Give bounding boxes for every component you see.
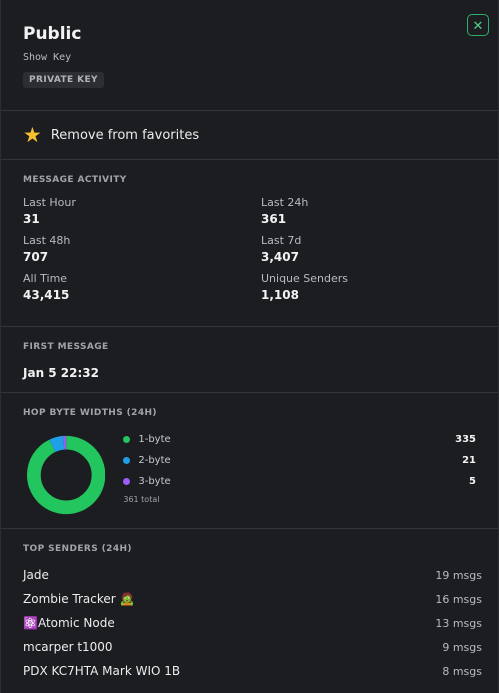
stat-value: 361 — [261, 212, 287, 226]
stat-unique-senders: Unique Senders 1,108 — [261, 272, 461, 302]
legend-value: 335 — [455, 434, 476, 445]
sender-name: Jade — [23, 568, 49, 582]
sender-count: 8 msgs — [442, 664, 482, 678]
legend-item-3-byte: 3-byte 5 — [123, 471, 476, 492]
hop-byte-widths-section: HOP BYTE WIDTHS (24H) 1-byte 335 2-byte … — [1, 393, 498, 529]
legend-value: 5 — [469, 476, 476, 487]
stat-all-time: All Time 43,415 — [23, 272, 261, 302]
sender-name: ⚛️Atomic Node — [23, 616, 115, 630]
show-key-link[interactable]: Show Key — [23, 52, 72, 63]
activity-stats: Last Hour 31 Last 24h 361 Last 48h 707 L… — [23, 196, 476, 302]
stat-value: 1,108 — [261, 288, 299, 302]
sender-row[interactable]: Jade 19 msgs — [23, 563, 482, 587]
sender-row[interactable]: mcarper t1000 9 msgs — [23, 635, 482, 659]
channel-title: Public — [23, 24, 82, 44]
stat-value: 43,415 — [23, 288, 70, 302]
sender-list: Jade 19 msgs Zombie Tracker 🧟 16 msgs ⚛️… — [23, 563, 482, 683]
stat-last-48h: Last 48h 707 — [23, 234, 261, 264]
close-icon: ✕ — [472, 17, 484, 33]
hop-total: 361 total — [123, 495, 160, 504]
star-icon: ★ — [23, 122, 42, 147]
stat-label: Last 7d — [261, 234, 302, 247]
sender-row[interactable]: ⚛️Atomic Node 13 msgs — [23, 611, 482, 635]
legend-dot-1-byte — [123, 436, 131, 443]
section-title: TOP SENDERS (24H) — [23, 544, 132, 554]
close-button[interactable]: ✕ — [467, 14, 489, 36]
favorite-label: Remove from favorites — [50, 127, 200, 143]
stat-value: 707 — [23, 250, 49, 264]
legend-dot-3-byte — [123, 478, 131, 485]
sender-name: Zombie Tracker 🧟 — [23, 592, 135, 606]
section-title: MESSAGE ACTIVITY — [23, 175, 127, 185]
first-message-section: FIRST MESSAGE Jan 5 22:32 — [1, 327, 498, 393]
stat-label: Last Hour — [23, 196, 76, 209]
top-senders-section: TOP SENDERS (24H) Jade 19 msgs Zombie Tr… — [1, 529, 498, 683]
stat-label: Last 24h — [261, 196, 309, 209]
legend-item-1-byte: 1-byte 335 — [123, 429, 476, 450]
stat-last-24h: Last 24h 361 — [261, 196, 461, 226]
stat-label: Unique Senders — [261, 272, 349, 285]
message-activity-section: MESSAGE ACTIVITY Last Hour 31 Last 24h 3… — [1, 160, 498, 327]
stat-label: Last 48h — [23, 234, 71, 247]
remove-favorite-button[interactable]: ★ Remove from favorites — [1, 111, 498, 160]
hop-legend: 1-byte 335 2-byte 21 3-byte 5 361 total — [123, 429, 476, 515]
section-title: FIRST MESSAGE — [23, 342, 109, 352]
section-title: HOP BYTE WIDTHS (24H) — [23, 408, 157, 418]
sender-count: 9 msgs — [442, 640, 482, 654]
first-message-value: Jan 5 22:32 — [23, 366, 100, 380]
sender-row[interactable]: PDX KC7HTA Mark WIO 1B 8 msgs — [23, 659, 482, 683]
sender-count: 19 msgs — [435, 568, 482, 582]
hop-chart-body: 1-byte 335 2-byte 21 3-byte 5 361 total — [23, 429, 476, 515]
donut-slice-3-byte — [27, 435, 106, 515]
stat-last-hour: Last Hour 31 — [23, 196, 261, 226]
sender-count: 16 msgs — [435, 592, 482, 606]
stat-last-7d: Last 7d 3,407 — [261, 234, 461, 264]
stat-label: All Time — [23, 272, 68, 285]
sender-name: mcarper t1000 — [23, 640, 113, 654]
legend-item-2-byte: 2-byte 21 — [123, 450, 476, 471]
sender-name: PDX KC7HTA Mark WIO 1B — [23, 664, 181, 678]
stat-value: 3,407 — [261, 250, 299, 264]
legend-value: 21 — [462, 455, 476, 466]
donut-slice-1-byte — [27, 435, 106, 515]
legend-dot-2-byte — [123, 457, 131, 464]
legend-label: 2-byte — [138, 455, 171, 466]
channel-header: Public Show Key PRIVATE KEY ✕ — [1, 0, 498, 111]
stat-value: 31 — [23, 212, 40, 226]
private-key-badge: PRIVATE KEY — [23, 72, 104, 88]
legend-label: 1-byte — [138, 434, 171, 445]
sender-count: 13 msgs — [435, 616, 482, 630]
legend-label: 3-byte — [138, 476, 171, 487]
hop-donut-chart — [27, 435, 106, 515]
sender-row[interactable]: Zombie Tracker 🧟 16 msgs — [23, 587, 482, 611]
